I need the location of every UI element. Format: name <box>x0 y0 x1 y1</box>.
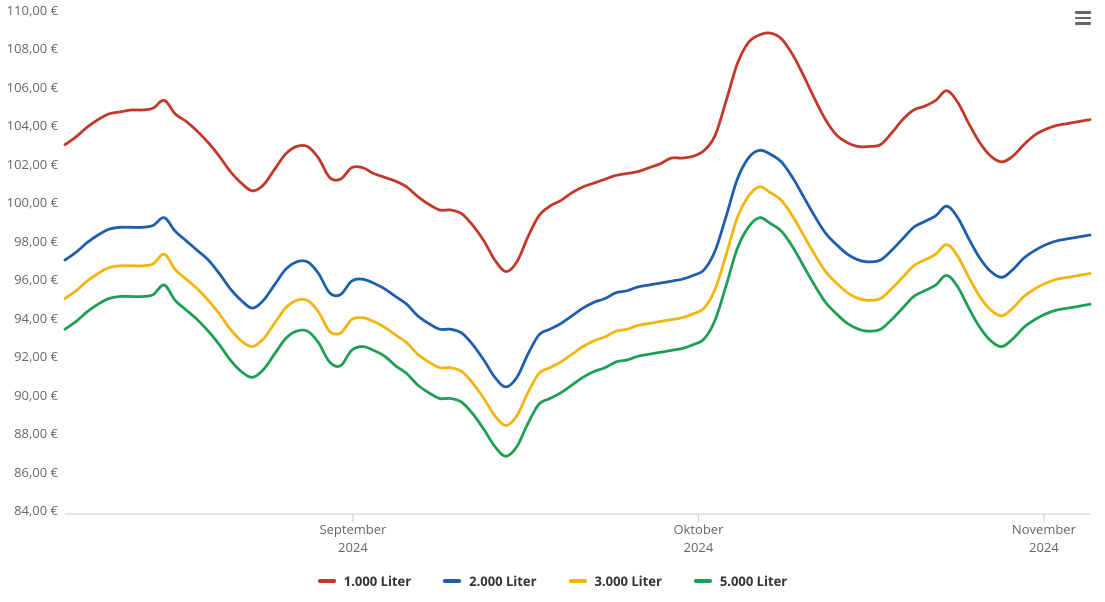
price-chart: 84,00 €86,00 €88,00 €90,00 €92,00 €94,00… <box>0 0 1105 602</box>
legend-label: 2.000 Liter <box>469 572 536 590</box>
legend: 1.000 Liter 2.000 Liter 3.000 Liter 5.000 L… <box>0 572 1105 590</box>
legend-label: 3.000 Liter <box>595 572 662 590</box>
legend-swatch <box>443 579 461 583</box>
legend-item[interactable]: 3.000 Liter <box>569 572 662 590</box>
x-tick-label: Oktober2024 <box>673 520 723 556</box>
legend-label: 1.000 Liter <box>344 572 411 590</box>
legend-item[interactable]: 2.000 Liter <box>443 572 536 590</box>
series-line[interactable] <box>65 33 1090 272</box>
legend-swatch <box>318 579 336 583</box>
plot-area <box>0 0 1105 602</box>
x-axis: September2024 Oktober2024 November2024 <box>65 520 1090 560</box>
legend-swatch <box>569 579 587 583</box>
legend-item[interactable]: 1.000 Liter <box>318 572 411 590</box>
x-tick-label: September2024 <box>319 520 386 556</box>
x-tick-label: November2024 <box>1012 520 1076 556</box>
legend-label: 5.000 Liter <box>720 572 787 590</box>
legend-item[interactable]: 5.000 Liter <box>694 572 787 590</box>
series-line[interactable] <box>65 187 1090 426</box>
legend-swatch <box>694 579 712 583</box>
